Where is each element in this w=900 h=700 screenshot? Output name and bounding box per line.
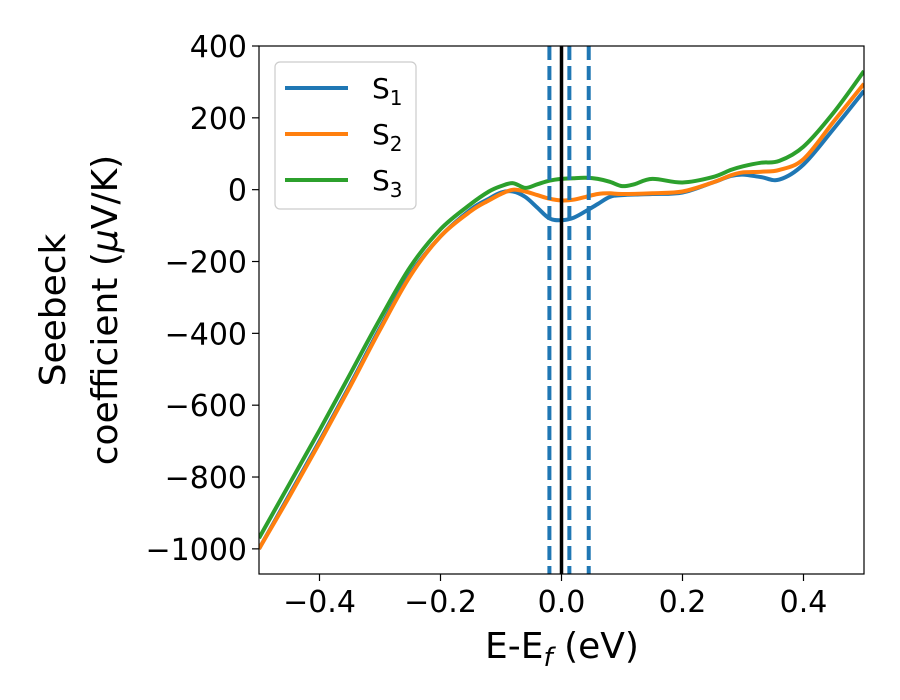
- x-tick-label: 0.4: [780, 585, 828, 620]
- series-line-3: [259, 69, 864, 540]
- y-axis-title-line1: Seebeck: [33, 233, 74, 386]
- y-tick-label: 400: [190, 30, 247, 65]
- y-tick-label: −600: [165, 389, 247, 424]
- reference-lines: [547, 46, 591, 574]
- legend-entry-3: S3: [285, 164, 403, 202]
- series-lines: [259, 69, 864, 550]
- x-tick-label: 0.0: [538, 585, 586, 620]
- legend-entry-1: S1: [285, 72, 403, 110]
- x-tick-label: −0.2: [404, 585, 477, 620]
- legend-label-1: S1: [372, 72, 403, 110]
- y-axis-ticks: −1000 −800 −600 −400 −200 0 200 400: [146, 30, 259, 568]
- y-axis-title-line2: coefficient (μV/K): [85, 155, 126, 465]
- y-tick-label: 0: [228, 174, 247, 209]
- legend-label-3: S3: [372, 164, 403, 202]
- y-tick-label: 200: [190, 102, 247, 137]
- x-tick-label: 0.2: [659, 585, 707, 620]
- legend-entry-2: S2: [285, 118, 403, 156]
- y-tick-label: −200: [165, 246, 247, 281]
- y-tick-label: −800: [165, 461, 247, 496]
- series-line-2: [259, 82, 864, 550]
- x-axis-title: E-Ef (eV): [485, 626, 639, 673]
- y-tick-label: −400: [165, 317, 247, 352]
- y-tick-label: −1000: [146, 533, 247, 568]
- x-tick-label: −0.4: [283, 585, 356, 620]
- y-axis-title: Seebeck coefficient (μV/K): [33, 155, 126, 465]
- legend-label-2: S2: [372, 118, 403, 156]
- x-axis-ticks: −0.4 −0.2 0.0 0.2 0.4: [283, 574, 827, 620]
- legend: S1 S2 S3: [274, 61, 417, 210]
